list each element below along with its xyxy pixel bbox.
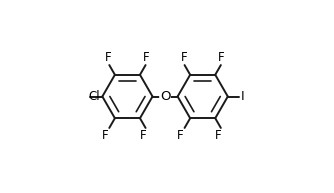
Text: F: F (177, 129, 184, 142)
Text: F: F (143, 51, 150, 64)
Text: F: F (180, 51, 187, 64)
Text: I: I (240, 90, 244, 103)
Text: F: F (215, 129, 222, 142)
Text: F: F (218, 51, 225, 64)
Text: F: F (140, 129, 146, 142)
Text: F: F (102, 129, 109, 142)
Text: Cl: Cl (89, 90, 100, 103)
Text: O: O (160, 90, 170, 103)
Text: F: F (105, 51, 112, 64)
